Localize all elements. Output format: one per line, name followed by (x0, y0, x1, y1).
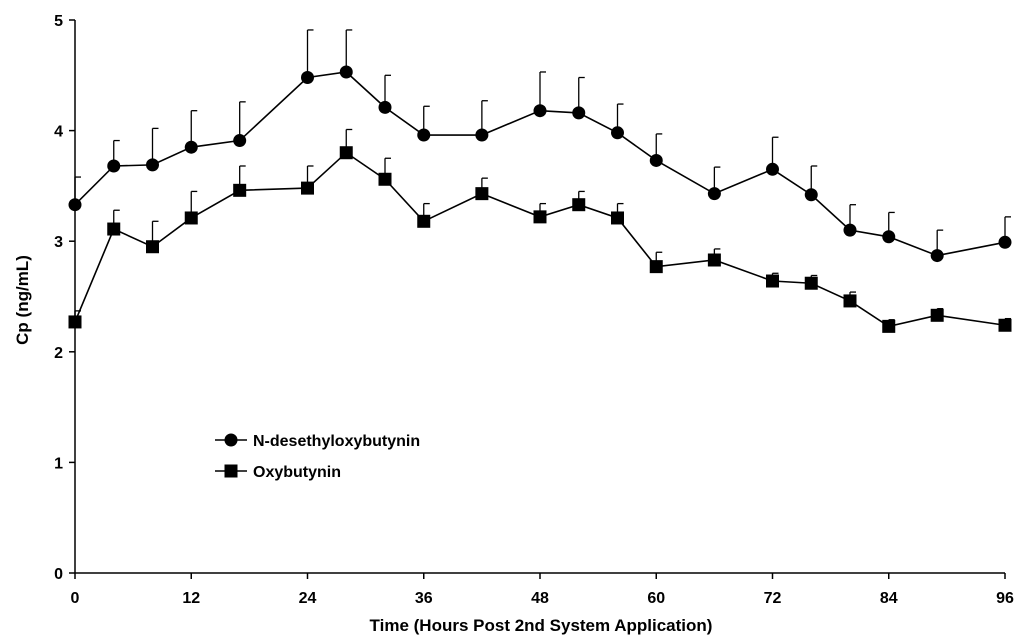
n-desethyl-point-4 (233, 134, 247, 148)
n-desethyl-point-5 (301, 71, 314, 85)
legend-label-n-desethyl: N-desethyloxybutynin (253, 433, 420, 450)
x-tick-label-3: 36 (415, 590, 433, 607)
y-tick-label-3: 3 (54, 234, 63, 251)
oxybutynin-point-9 (475, 187, 489, 201)
n-desethyl-point-3 (184, 140, 198, 154)
n-desethyl-point-18 (882, 230, 896, 244)
n-desethyl-point-15 (766, 162, 779, 176)
oxybutynin-point-6 (339, 146, 353, 160)
n-desethyl-point-1 (107, 159, 121, 173)
oxybutynin-point-7 (378, 172, 392, 186)
legend-marker-n-desethyl (224, 433, 238, 447)
y-tick-label-0: 0 (54, 566, 63, 583)
y-tick-label-1: 1 (54, 455, 63, 472)
n-desethyl-point-10 (533, 104, 547, 118)
n-desethyl-point-8 (417, 128, 431, 142)
oxybutynin-point-12 (611, 211, 624, 225)
oxybutynin-point-5 (301, 181, 314, 195)
oxybutynin-point-1 (107, 222, 121, 236)
x-tick-label-8: 96 (996, 590, 1014, 607)
n-desethyl-point-6 (339, 65, 353, 79)
oxybutynin-point-17 (843, 294, 857, 308)
n-desethyl-point-16 (804, 188, 818, 202)
oxybutynin-point-16 (804, 276, 818, 290)
n-desethyl-point-14 (707, 187, 721, 201)
oxybutynin-line (74, 151, 1006, 328)
n-desethyl-point-9 (475, 128, 489, 142)
x-tick-label-6: 72 (764, 590, 782, 607)
oxybutynin-point-11 (572, 198, 586, 212)
oxybutynin-point-14 (707, 253, 721, 267)
oxybutynin-point-0 (68, 315, 82, 329)
n-desethyl-point-13 (649, 153, 663, 167)
x-tick-label-7: 84 (880, 590, 898, 607)
x-axis-title: Time (Hours Post 2nd System Application) (370, 616, 713, 635)
x-tick-label-0: 0 (71, 590, 80, 607)
x-tick-label-5: 60 (647, 590, 665, 607)
n-desethyl-point-12 (611, 126, 624, 140)
legend: N-desethyloxybutynin Oxybutynin (215, 433, 420, 481)
oxybutynin-point-18 (882, 319, 896, 333)
n-desethyl-point-11 (572, 106, 586, 120)
oxybutynin-point-15 (766, 274, 779, 288)
legend-label-oxybutynin: Oxybutynin (253, 464, 341, 481)
y-tick-label-2: 2 (54, 345, 63, 362)
x-tick-label-2: 24 (299, 590, 317, 607)
oxybutynin-point-4 (233, 183, 247, 197)
oxybutynin-point-19 (930, 308, 944, 322)
y-tick-label-5: 5 (54, 13, 63, 30)
n-desethyl-point-2 (146, 158, 159, 172)
n-desethyl-point-17 (843, 223, 857, 237)
y-axis-title: Cp (ng/mL) (13, 255, 32, 345)
n-desethyl-point-7 (378, 100, 392, 114)
n-desethyl-point-0 (68, 198, 82, 212)
oxybutynin-point-8 (417, 214, 431, 228)
oxybutynin-point-10 (533, 210, 547, 224)
oxybutynin-point-2 (146, 240, 159, 254)
y-tick-label-4: 4 (54, 124, 63, 141)
n-desethyl-point-20 (998, 235, 1012, 249)
n-desethyl-point-19 (930, 249, 944, 263)
legend-marker-oxybutynin (224, 464, 238, 478)
oxybutynin-point-3 (184, 211, 198, 225)
x-tick-label-1: 12 (182, 590, 200, 607)
oxybutynin-point-13 (649, 260, 663, 274)
oxybutynin-point-20 (998, 318, 1012, 332)
x-tick-label-4: 48 (531, 590, 549, 607)
